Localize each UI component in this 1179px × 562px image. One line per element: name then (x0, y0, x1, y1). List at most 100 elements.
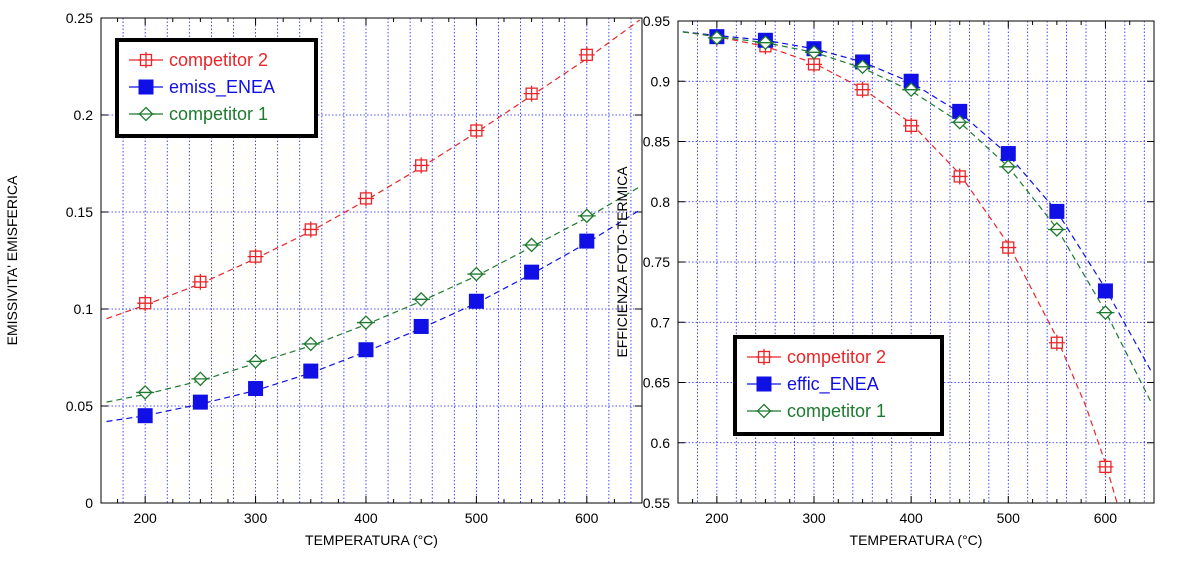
data-point (950, 114, 969, 130)
x-tick-label: 500 (997, 510, 1021, 526)
legend: competitor 2 effic_ENEA competitor 1 (733, 335, 944, 436)
data-point (578, 46, 595, 63)
x-tick-label: 300 (244, 510, 268, 526)
series-line-2 (106, 209, 641, 423)
data-point (413, 157, 430, 174)
y-tick-label: 0.25 (66, 10, 93, 26)
data-point (1047, 222, 1066, 237)
data-point (248, 381, 264, 397)
y-tick-label: 0.95 (643, 13, 670, 29)
legend-marker (756, 376, 772, 392)
data-point (1000, 146, 1016, 162)
series-line-3 (106, 186, 641, 403)
data-point (302, 221, 319, 238)
y-axis-label: EMISSIVITA' EMISFERICA (4, 175, 20, 345)
data-point (805, 44, 823, 60)
x-tick-label: 200 (705, 510, 729, 526)
markers-layer (707, 29, 1115, 475)
data-point (1049, 203, 1065, 219)
data-point (356, 315, 375, 330)
grid-horizontal (101, 114, 642, 407)
data-point (192, 394, 208, 410)
y-tick-label: 0 (85, 495, 93, 511)
data-point (1048, 334, 1065, 351)
y-tick-label: 0.8 (651, 194, 671, 210)
x-tick-label: 500 (465, 510, 489, 526)
data-point (137, 408, 153, 424)
x-tick-label: 600 (1094, 510, 1118, 526)
data-point (951, 168, 968, 185)
data-point (358, 342, 374, 358)
legend-label: effic_ENEA (787, 374, 879, 395)
y-tick-label: 0.9 (651, 73, 671, 89)
data-point (523, 85, 540, 102)
legend-marker (755, 403, 773, 419)
y-tick-label: 0.1 (74, 301, 94, 317)
data-point (137, 295, 154, 312)
x-tick-label: 400 (899, 510, 923, 526)
data-point (247, 248, 264, 265)
legend-marker (756, 349, 772, 365)
data-point (854, 81, 871, 98)
x-tick-label: 400 (354, 510, 378, 526)
data-point (1097, 458, 1114, 475)
data-point (468, 122, 485, 139)
legend-marker (137, 106, 155, 122)
y-tick-label: 0.05 (66, 398, 93, 414)
series-line-3 (682, 31, 1153, 405)
data-point (903, 73, 919, 89)
legend: competitor 2 emiss_ENEA competitor 1 (115, 38, 318, 138)
x-tick-label: 300 (802, 510, 826, 526)
data-point (468, 293, 484, 309)
x-axis-label: TEMPERATURA (°C) (305, 532, 438, 548)
data-point (303, 363, 319, 379)
data-point (1000, 239, 1017, 256)
data-point (1097, 283, 1113, 299)
data-point (357, 190, 374, 207)
data-point (413, 318, 429, 334)
y-tick-label: 0.6 (651, 435, 671, 451)
data-point (853, 59, 872, 75)
ticks: 0 0.05 0.1 0.15 0.2 0.25 200 300 400 500 600 (66, 10, 642, 526)
data-point (524, 264, 540, 280)
y-tick-label: 0.85 (643, 134, 670, 150)
data-point (756, 35, 775, 51)
chart-2: 0.55 0.6 0.65 0.7 0.75 0.8 0.85 0.9 0.95 200 300 40… (614, 13, 1155, 548)
x-axis-label: TEMPERATURA (°C) (850, 532, 983, 548)
data-point (136, 385, 155, 400)
data-point (903, 117, 920, 134)
legend-marker (138, 52, 154, 68)
y-axis-label: EFFICIENZA FOTO-TERMICA (614, 166, 630, 358)
data-point (999, 159, 1018, 175)
legend-label: emiss_ENEA (169, 77, 275, 98)
legend-label: competitor 2 (169, 50, 268, 70)
legend-marker (138, 79, 154, 95)
x-tick-label: 600 (575, 510, 599, 526)
data-point (191, 371, 210, 387)
series-line-1 (682, 31, 1118, 503)
ticks: 0.55 0.6 0.65 0.7 0.75 0.8 0.85 0.9 0.95 200 300 40… (643, 13, 1154, 526)
x-tick-label: 200 (133, 510, 157, 526)
plot-frame (100, 17, 643, 504)
legend-label: competitor 1 (169, 104, 268, 124)
data-point (577, 208, 596, 224)
y-tick-label: 0.2 (74, 107, 94, 123)
markers-layer (136, 46, 596, 424)
data-point (902, 82, 921, 98)
data-point (192, 273, 209, 290)
legend-label: competitor 2 (787, 347, 886, 367)
data-point (301, 336, 320, 352)
data-point (1096, 305, 1115, 321)
data-point (412, 291, 431, 307)
y-tick-label: 0.15 (66, 204, 93, 220)
chart-1: 0 0.05 0.1 0.15 0.2 0.25 200 300 400 500 600 TEMPER… (4, 10, 643, 548)
y-tick-label: 0.7 (651, 314, 671, 330)
y-tick-label: 0.75 (643, 254, 670, 270)
data-point (522, 237, 541, 253)
data-point (467, 266, 486, 282)
data-point (579, 233, 595, 249)
data-point (707, 30, 726, 46)
y-tick-label: 0.65 (643, 375, 670, 391)
